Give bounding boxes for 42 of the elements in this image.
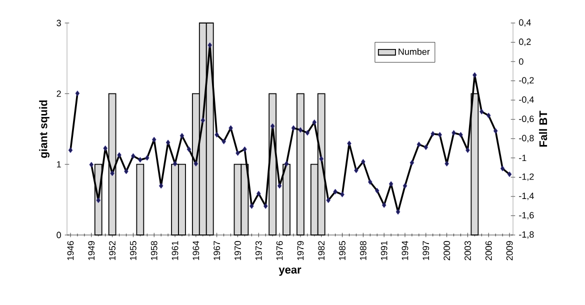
x-tick-label: 1964 xyxy=(192,240,200,260)
y2-tick-label: -1,4 xyxy=(519,192,534,200)
x-tick-label: 1946 xyxy=(67,241,74,260)
x-tick-label: 1970 xyxy=(234,241,241,260)
y2-tick-label: -1,6 xyxy=(519,212,534,220)
x-tick-label: 1958 xyxy=(150,241,158,260)
x-tick-label: 1982 xyxy=(318,241,325,260)
y-axis-title: giant squid xyxy=(39,100,50,158)
y2-tick-label: -0,2 xyxy=(519,77,534,85)
y2-tick-label: -0,8 xyxy=(519,134,534,142)
x-tick-label: 1967 xyxy=(214,241,220,260)
x-tick-label: 1961 xyxy=(172,241,178,260)
y-tick-label: 2 xyxy=(56,90,61,97)
x-tick-label: 2000 xyxy=(444,241,450,260)
y-tick-label: 3 xyxy=(56,20,61,26)
y2-tick-label: 0,2 xyxy=(519,38,531,46)
y2-tick-label: -1,8 xyxy=(519,231,534,239)
x-tick-label: 1985 xyxy=(339,241,346,260)
y2-tick-label: 0,4 xyxy=(519,19,531,27)
x-tick-label: 1952 xyxy=(109,241,116,260)
y-tick-label: 1 xyxy=(57,161,61,168)
x-tick-label: 1997 xyxy=(422,241,430,260)
x-tick-label: 2003 xyxy=(464,241,471,260)
x-tick-label: 1979 xyxy=(297,241,304,260)
y2-axis-title: Fall BT xyxy=(539,110,548,147)
x-tick-label: 1973 xyxy=(255,241,262,260)
x-tick-label: 1976 xyxy=(276,241,283,260)
y2-tick-label: -0,4 xyxy=(519,96,534,104)
y-tick-label: 0 xyxy=(56,232,61,238)
x-tick-label: 1991 xyxy=(380,241,388,260)
x-tick-label: 1955 xyxy=(130,241,136,260)
y2-tick-label: -1 xyxy=(519,154,526,162)
legend-label: Number xyxy=(398,48,430,55)
x-tick-label: 1994 xyxy=(402,240,408,260)
y2-tick-label: -1,2 xyxy=(519,173,534,181)
x-tick-label: 1988 xyxy=(360,241,366,260)
y2-tick-label: 0 xyxy=(519,58,524,65)
x-tick-label: 1949 xyxy=(88,241,95,260)
y2-tick-label: -0,6 xyxy=(519,116,534,124)
x-axis-title: year xyxy=(278,268,302,276)
x-tick-label: 2009 xyxy=(506,241,513,260)
x-tick-label: 2006 xyxy=(485,241,492,260)
